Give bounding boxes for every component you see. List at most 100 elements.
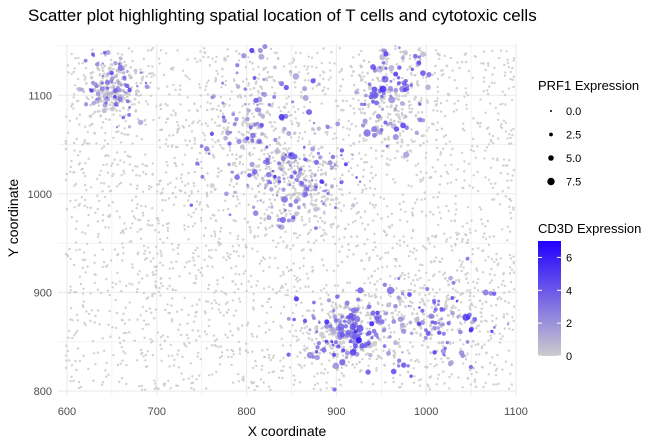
data-point [340, 108, 343, 112]
data-point [261, 256, 265, 259]
data-point [356, 244, 360, 247]
data-point [287, 193, 291, 196]
data-point [129, 66, 133, 69]
data-point [488, 132, 491, 136]
data-point [417, 55, 421, 59]
data-point [426, 101, 429, 104]
data-point [263, 355, 266, 359]
data-point [436, 377, 440, 380]
data-point [491, 314, 494, 317]
data-point [342, 345, 346, 349]
data-point [385, 162, 388, 166]
data-point [109, 58, 113, 62]
data-point [158, 62, 161, 65]
data-point [205, 85, 208, 88]
data-point [295, 303, 298, 307]
data-point [408, 320, 413, 325]
data-point [73, 67, 77, 70]
data-point [384, 311, 389, 316]
data-point [279, 110, 282, 113]
data-point [480, 315, 483, 318]
data-point [407, 292, 412, 297]
data-point [361, 357, 364, 361]
data-point [168, 365, 171, 368]
data-point [424, 328, 428, 332]
data-point [353, 329, 358, 334]
data-point [246, 183, 249, 187]
data-point [258, 182, 262, 186]
data-point [409, 83, 414, 87]
data-point [465, 256, 470, 261]
data-point [66, 64, 70, 67]
data-point [151, 224, 154, 227]
data-point [193, 142, 196, 145]
data-point [367, 364, 370, 367]
data-point [328, 344, 332, 347]
data-point [106, 264, 109, 267]
data-point [233, 161, 237, 165]
data-point [502, 158, 506, 161]
data-point [506, 172, 510, 176]
data-point [265, 167, 269, 170]
data-point [366, 238, 369, 241]
data-point [488, 281, 492, 284]
data-point [491, 186, 494, 190]
data-point [362, 102, 367, 107]
data-point [96, 220, 100, 223]
data-point [319, 297, 322, 300]
data-point [238, 162, 241, 165]
data-point [489, 304, 493, 307]
data-point [138, 174, 141, 177]
data-point [286, 316, 291, 321]
data-point [183, 296, 186, 300]
data-point [272, 129, 275, 132]
data-point [482, 62, 485, 65]
data-point [310, 338, 314, 342]
data-point [467, 162, 471, 165]
data-point [169, 343, 172, 347]
data-point [269, 388, 272, 392]
data-point [411, 229, 415, 233]
data-point [119, 362, 122, 365]
data-point [277, 106, 281, 109]
data-point [402, 300, 405, 304]
data-point [499, 103, 502, 106]
data-point [409, 250, 412, 253]
data-point [275, 245, 278, 249]
data-point [224, 191, 229, 197]
data-point [443, 54, 446, 58]
data-point [461, 186, 464, 189]
data-point [305, 346, 309, 350]
data-point [425, 84, 431, 91]
data-point [120, 289, 123, 293]
data-point [510, 129, 513, 132]
data-point [83, 204, 86, 207]
data-point [112, 354, 115, 357]
data-point [385, 173, 389, 176]
data-point [352, 56, 355, 59]
data-point [398, 46, 401, 50]
data-point [108, 215, 111, 218]
data-point [184, 191, 187, 194]
data-point [184, 74, 187, 77]
data-point [210, 248, 213, 252]
data-point [285, 246, 288, 249]
data-point [211, 373, 214, 376]
data-point [420, 297, 424, 301]
data-point [364, 153, 367, 157]
data-point [456, 168, 459, 171]
data-point [209, 183, 215, 189]
data-point [463, 321, 467, 324]
data-point [83, 174, 87, 178]
data-point [308, 119, 312, 122]
data-point [330, 165, 335, 170]
data-point [230, 348, 233, 352]
data-point [509, 211, 512, 215]
data-point [339, 383, 342, 387]
data-point [486, 219, 489, 223]
data-point [459, 347, 462, 351]
data-point [488, 291, 494, 296]
data-point [233, 79, 236, 83]
data-point [159, 336, 163, 339]
data-point [156, 252, 159, 255]
